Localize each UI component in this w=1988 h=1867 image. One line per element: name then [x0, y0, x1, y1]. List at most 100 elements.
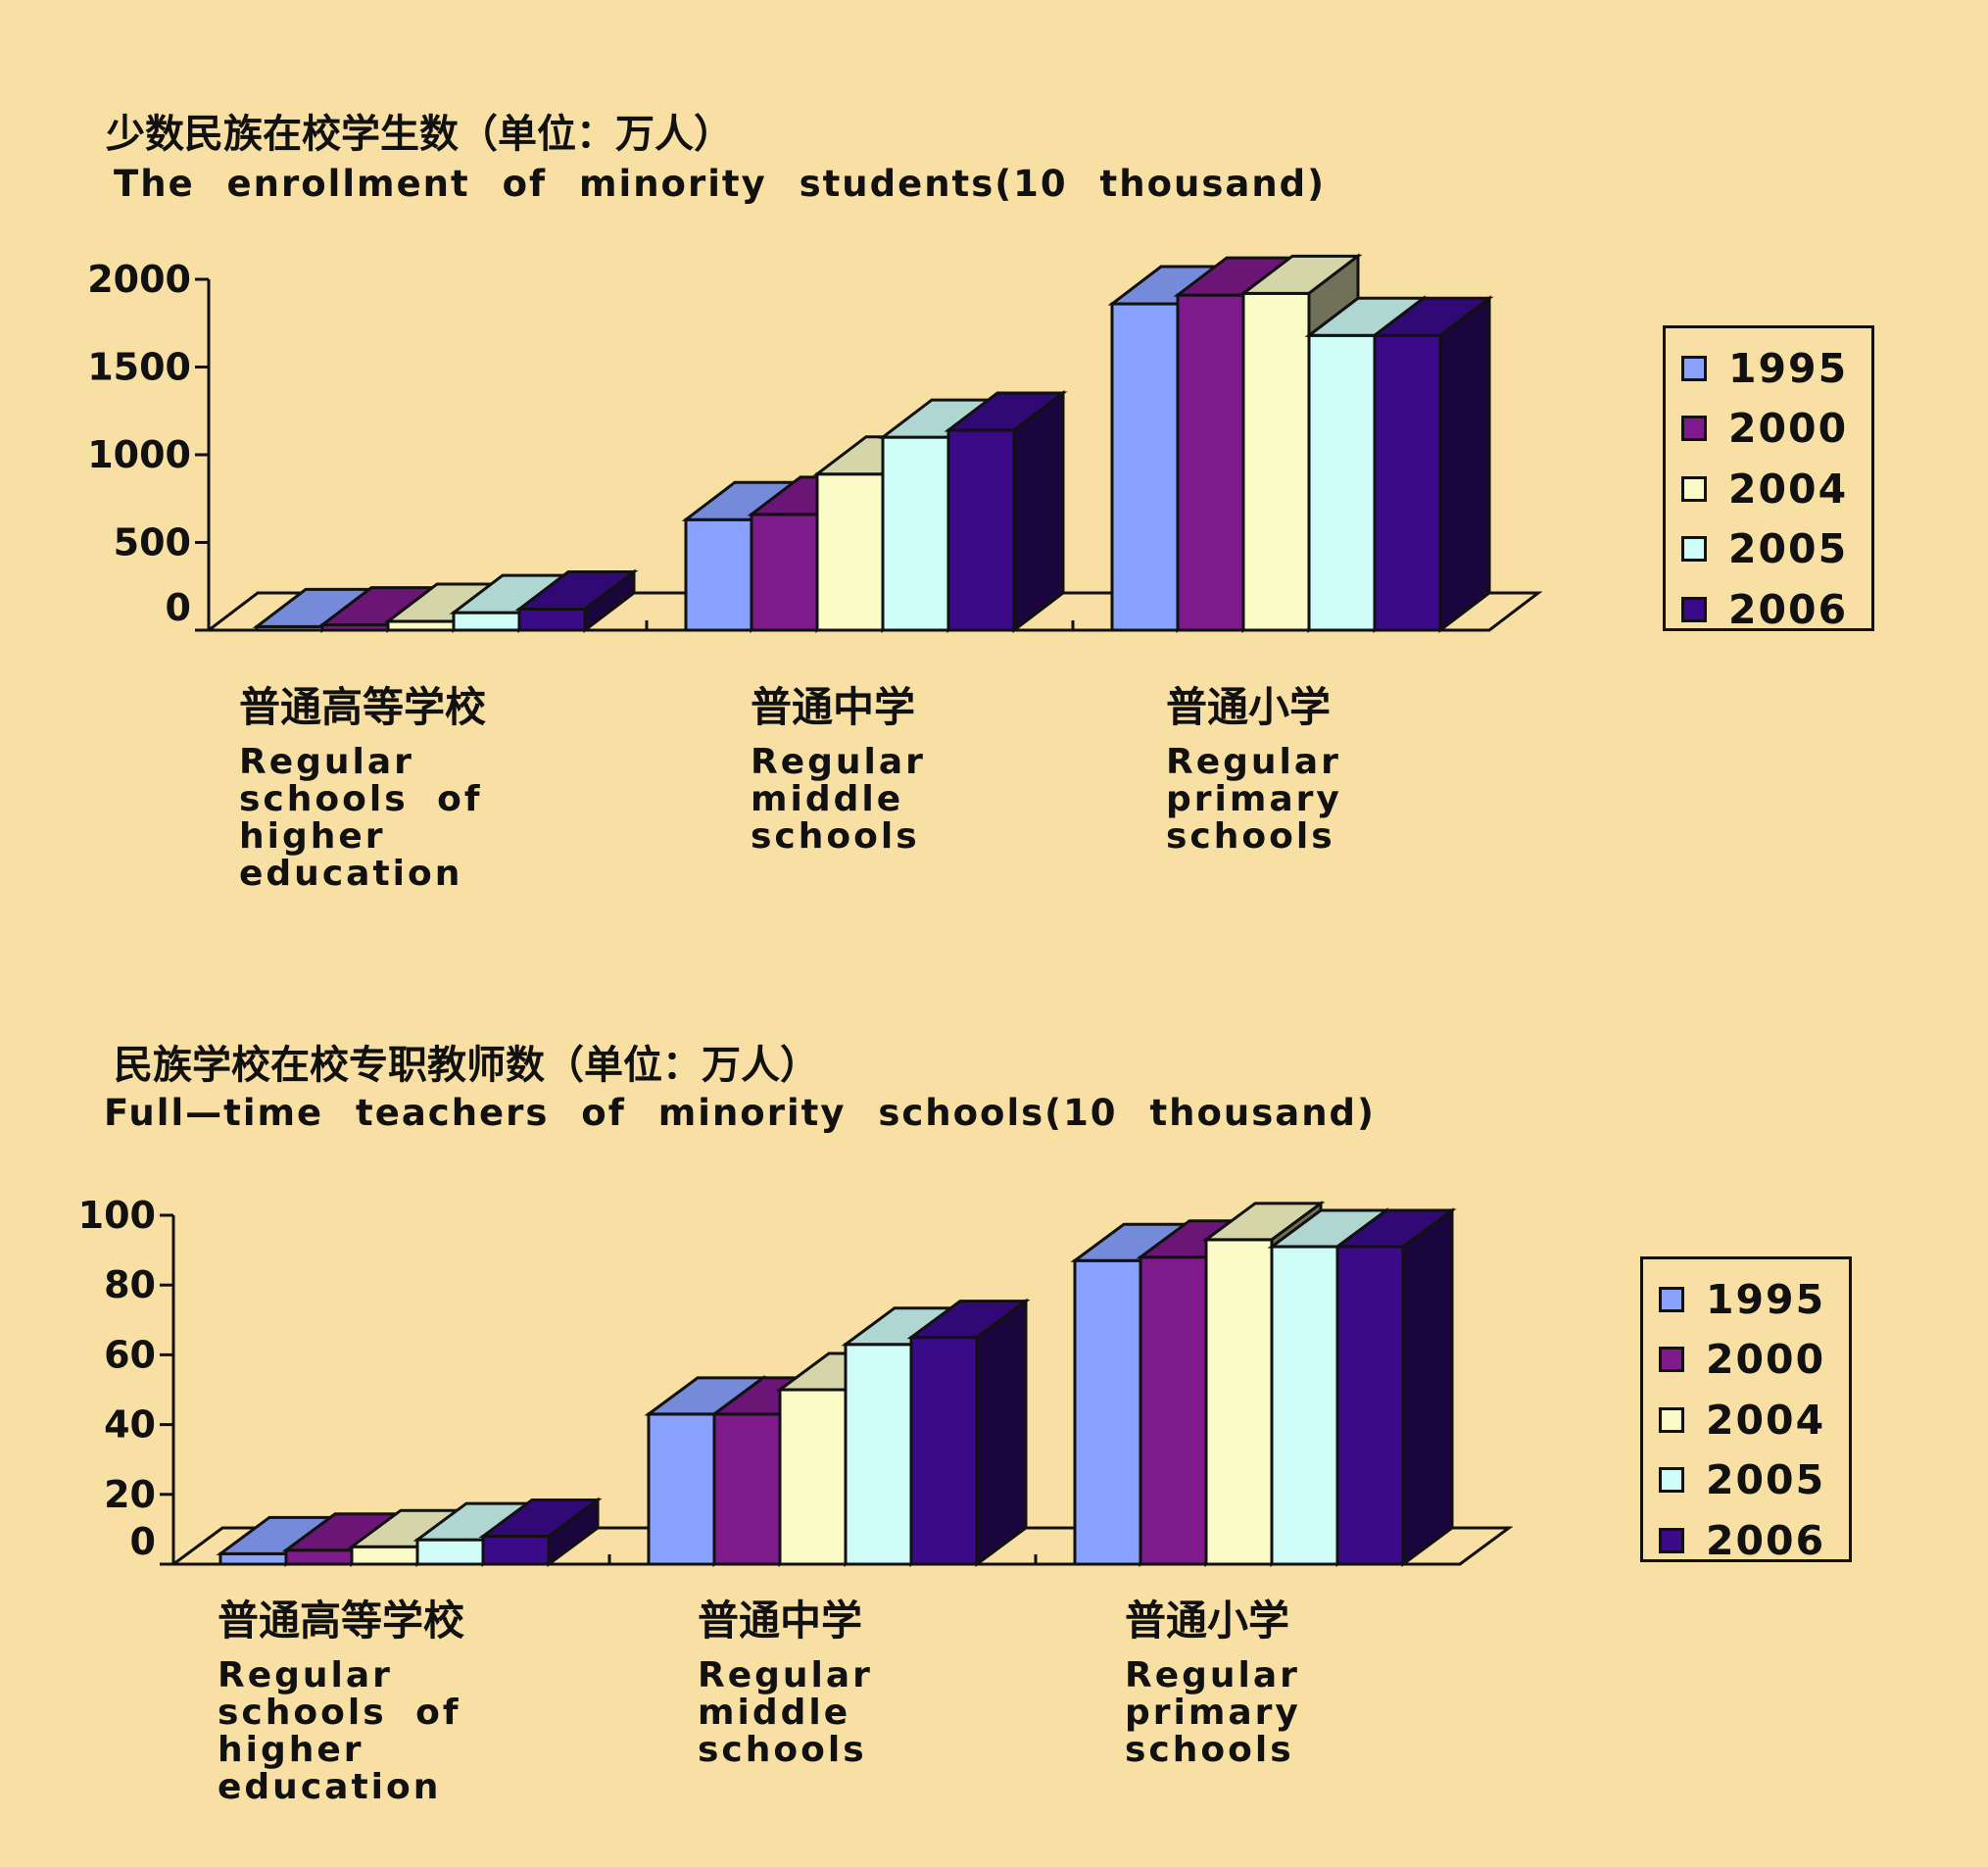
- legend-swatch: [1659, 1406, 1684, 1433]
- legend-item-2005: 2005: [1681, 519, 1858, 580]
- category-label-cn: 普通高等学校: [239, 683, 487, 731]
- y-tick-label: 80: [104, 1263, 156, 1306]
- category-label-cn: 普通小学: [1125, 1597, 1290, 1645]
- chart-title-en: The enrollment of minority students(10 t…: [114, 163, 1327, 205]
- bar-front: [1335, 1245, 1405, 1566]
- bar-front: [350, 1545, 419, 1566]
- bar-front: [909, 1336, 979, 1566]
- chart-title-en: Full—time teachers of minority schools(1…: [104, 1092, 1376, 1134]
- legend-swatch: [1659, 1347, 1684, 1373]
- y-tick-label: 0: [130, 1520, 156, 1563]
- bar-front: [750, 513, 819, 632]
- y-tick-label: 1000: [87, 433, 191, 476]
- bar-side: [547, 1497, 600, 1567]
- category-label-middle-schools: 普通中学 Regular middle schools: [751, 674, 926, 856]
- bar-front: [712, 1412, 782, 1566]
- legend-item-2006: 2006: [1681, 579, 1858, 640]
- legend-label: 2004: [1706, 1396, 1826, 1444]
- legend-item-2004: 2004: [1681, 459, 1858, 519]
- legend-label: 2004: [1728, 465, 1849, 513]
- y-tick-label: 40: [104, 1403, 156, 1447]
- bar-front: [778, 1388, 848, 1566]
- y-tick-label: 1500: [87, 346, 191, 389]
- chart-panel-enrollment: 少数民族在校学生数（单位：万人） The enrollment of minor…: [0, 0, 1988, 931]
- bar-front: [1139, 1255, 1208, 1566]
- bar-side: [975, 1298, 1028, 1567]
- legend-label: 2005: [1706, 1456, 1826, 1504]
- category-label-primary-schools: 普通小学 Regular primary schools: [1166, 674, 1342, 856]
- category-label-primary-schools: 普通小学 Regular primary schools: [1125, 1588, 1301, 1769]
- bar-front: [946, 428, 1016, 632]
- bar-front: [881, 435, 950, 632]
- bar-2006-cat-0: [478, 1497, 603, 1567]
- bar-side: [1401, 1207, 1454, 1567]
- bar-front: [1270, 1245, 1339, 1566]
- legend-item-1995: 1995: [1659, 1269, 1835, 1330]
- bar-front: [1073, 1258, 1142, 1566]
- bar-front: [452, 611, 521, 632]
- bar-front: [415, 1538, 485, 1566]
- legend-item-2006: 2006: [1659, 1510, 1835, 1571]
- legend-swatch: [1681, 596, 1707, 622]
- bar-2006-cat-0: [514, 568, 639, 634]
- bar-front: [1204, 1238, 1274, 1566]
- chart-panel-teachers: 民族学校在校专职教师数（单位：万人） Full—time teachers of…: [0, 931, 1988, 1867]
- category-label-cn: 普通中学: [751, 683, 916, 731]
- legend-swatch: [1681, 355, 1707, 381]
- bar-front: [284, 1548, 354, 1566]
- bar-front: [218, 1551, 288, 1566]
- category-label-en: Regular middle schools: [751, 742, 926, 857]
- bar-side: [1012, 389, 1065, 634]
- legend-swatch: [1659, 1286, 1684, 1312]
- bar-side: [583, 568, 636, 634]
- y-tick-label: 0: [166, 586, 191, 629]
- category-label-en: Regular primary schools: [1166, 742, 1342, 857]
- legend-label: 1995: [1728, 344, 1849, 392]
- category-label-middle-schools: 普通中学 Regular middle schools: [698, 1588, 873, 1769]
- legend-swatch: [1659, 1527, 1684, 1553]
- legend-swatch: [1681, 475, 1707, 502]
- y-tick-label: 20: [104, 1473, 156, 1516]
- chart-title-cn: 少数民族在校学生数（单位：万人）: [106, 112, 733, 157]
- category-label-cn: 普通中学: [698, 1597, 863, 1645]
- bar-chart-enrollment: 0 500 1000 1500 2000: [87, 253, 1543, 634]
- y-tick-label: 500: [114, 521, 191, 565]
- legend-label: 2000: [1706, 1336, 1826, 1384]
- legend-swatch: [1681, 536, 1707, 563]
- chart-legend: 1995 2000 2004 2005 2006: [1640, 1256, 1852, 1564]
- bar-side: [1438, 295, 1491, 634]
- legend-item-2005: 2005: [1659, 1450, 1835, 1511]
- bar-chart-teachers: 020 40 60 80 100: [78, 1194, 1514, 1567]
- legend-label: 2005: [1728, 525, 1849, 573]
- y-tick-label: 2000: [87, 258, 191, 301]
- bar-front: [517, 608, 587, 632]
- category-label-cn: 普通高等学校: [218, 1597, 465, 1645]
- legend-label: 2006: [1728, 585, 1849, 633]
- chart-title-cn: 民族学校在校专职教师数（单位：万人）: [114, 1043, 819, 1088]
- bar-front: [1241, 291, 1311, 632]
- category-label-en: Regular schools of higher education: [218, 1655, 461, 1807]
- category-label-cn: 普通小学: [1166, 683, 1332, 731]
- bar-front: [684, 517, 753, 632]
- chart-legend: 1995 2000 2004 2005 2006: [1663, 325, 1874, 633]
- bar-front: [1307, 333, 1377, 632]
- legend-label: 2000: [1728, 405, 1849, 453]
- y-tick-label: 60: [104, 1333, 156, 1376]
- category-label-en: Regular primary schools: [1125, 1655, 1301, 1770]
- legend-swatch: [1681, 416, 1707, 442]
- bar-2006-cat-2: [1333, 1207, 1457, 1567]
- bar-front: [647, 1412, 716, 1566]
- category-label-en: Regular schools of higher education: [239, 742, 483, 894]
- category-label-higher-education: 普通高等学校 Regular schools of higher educati…: [218, 1588, 464, 1806]
- legend-label: 1995: [1706, 1275, 1826, 1323]
- y-tick-label: 100: [78, 1194, 156, 1237]
- legend-item-2000: 2000: [1681, 399, 1858, 460]
- bar-front: [844, 1343, 913, 1566]
- bar-front: [1373, 333, 1442, 632]
- legend-item-2004: 2004: [1659, 1390, 1835, 1450]
- legend-swatch: [1659, 1467, 1684, 1494]
- bar-2006-cat-1: [944, 389, 1068, 634]
- legend-item-2000: 2000: [1659, 1330, 1835, 1391]
- bar-front: [481, 1535, 551, 1566]
- bar-front: [1110, 302, 1180, 632]
